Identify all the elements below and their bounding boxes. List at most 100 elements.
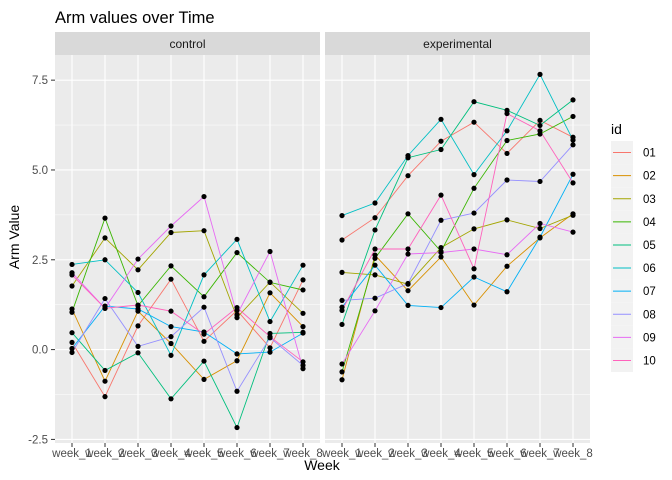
data-point-03: [339, 269, 345, 275]
data-point-06: [405, 152, 411, 159]
data-point-08: [234, 388, 240, 394]
data-point-03: [102, 235, 108, 241]
legend-label-09: 09: [643, 332, 656, 344]
series-line-10: [71, 274, 304, 363]
y-tick-label: 0.0: [32, 345, 48, 357]
data-point-08: [570, 142, 576, 148]
data-point-08: [168, 334, 174, 340]
data-point-09: [504, 252, 510, 258]
data-point-08: [471, 210, 477, 216]
data-point-04: [168, 263, 174, 269]
data-point-07: [537, 234, 543, 240]
series-line-03: [71, 230, 304, 319]
data-point-01: [168, 276, 174, 282]
data-point-06: [135, 289, 141, 296]
data-point-09: [267, 248, 273, 255]
data-point-09: [372, 308, 378, 314]
legend-label-08: 08: [643, 309, 656, 321]
series-line-06: [341, 73, 574, 217]
legend-title: id: [611, 121, 622, 137]
y-tick-label: 5.0: [32, 165, 48, 177]
data-point-02: [267, 290, 273, 296]
x-tick-label: week_1: [321, 448, 362, 460]
data-point-10: [135, 302, 141, 308]
strip-background: [325, 32, 590, 55]
y-tick-label: -2.5: [28, 434, 48, 446]
data-point-04: [69, 309, 75, 315]
data-point-04: [504, 137, 510, 144]
x-tick-label: week_5: [453, 448, 494, 460]
series-line-07: [341, 174, 574, 309]
data-point-08: [135, 343, 141, 349]
data-point-07: [69, 345, 75, 352]
data-point-05: [135, 350, 141, 356]
data-point-10: [438, 192, 444, 198]
data-point-01: [537, 117, 543, 123]
strip-label: experimental: [423, 37, 492, 51]
data-point-10: [372, 246, 378, 252]
data-point-09: [300, 366, 306, 372]
series-line-08: [341, 144, 574, 301]
data-point-09: [135, 256, 141, 262]
x-tick-label: week_8: [282, 448, 323, 460]
data-point-10: [234, 304, 240, 311]
data-point-06: [504, 128, 510, 134]
data-point-09: [339, 361, 345, 367]
legend-label-06: 06: [643, 263, 656, 275]
data-point-04: [201, 294, 207, 300]
panel-background: [325, 55, 590, 443]
data-point-01: [300, 277, 306, 283]
x-tick-label: week_6: [486, 448, 527, 460]
series-line-09: [341, 223, 574, 365]
x-tick-label: week_2: [84, 448, 125, 460]
data-point-08: [438, 217, 444, 223]
data-point-09: [537, 220, 543, 227]
y-tick-label: 7.5: [32, 75, 48, 87]
data-point-07: [570, 171, 576, 177]
data-point-10: [537, 128, 543, 134]
x-tick-label: week_7: [519, 448, 560, 460]
data-point-05: [201, 358, 207, 364]
chart-title: Arm values over Time: [55, 9, 215, 27]
data-point-04: [471, 185, 477, 191]
data-point-05: [438, 146, 444, 153]
data-point-04: [234, 249, 240, 256]
data-point-03: [471, 226, 477, 232]
data-point-07: [372, 262, 378, 268]
data-point-10: [168, 308, 174, 314]
data-point-10: [300, 359, 306, 365]
data-point-09: [168, 223, 174, 229]
data-point-03: [168, 229, 174, 236]
data-point-08: [372, 295, 378, 301]
data-point-08: [102, 295, 108, 302]
data-point-08: [405, 280, 411, 287]
data-point-10: [69, 272, 75, 278]
data-point-06: [201, 272, 207, 278]
x-tick-label: week_7: [249, 448, 290, 460]
data-point-01: [201, 338, 207, 344]
data-point-07: [267, 349, 273, 355]
y-axis-label: Arm Value: [6, 205, 22, 270]
data-point-04: [339, 369, 345, 375]
data-point-01: [438, 138, 444, 144]
data-point-03: [300, 310, 306, 316]
data-point-02: [234, 358, 240, 364]
data-point-01: [504, 150, 510, 157]
data-point-07: [504, 289, 510, 295]
data-point-02: [471, 302, 477, 308]
data-point-03: [537, 225, 543, 232]
strip-label: control: [169, 37, 205, 51]
data-point-04: [267, 279, 273, 286]
series-line-09: [71, 195, 304, 369]
strip-background: [55, 32, 320, 55]
legend-label-03: 03: [643, 194, 656, 206]
data-point-02: [102, 378, 108, 384]
data-point-05: [339, 321, 345, 328]
series-line-01: [71, 278, 304, 398]
facet-panel-experimental: experimentalweek_1week_2week_3week_4week…: [321, 32, 593, 460]
data-point-06: [267, 318, 273, 325]
data-point-09: [405, 251, 411, 257]
data-point-10: [471, 266, 477, 272]
data-point-02: [201, 376, 207, 383]
data-point-02: [339, 377, 345, 383]
